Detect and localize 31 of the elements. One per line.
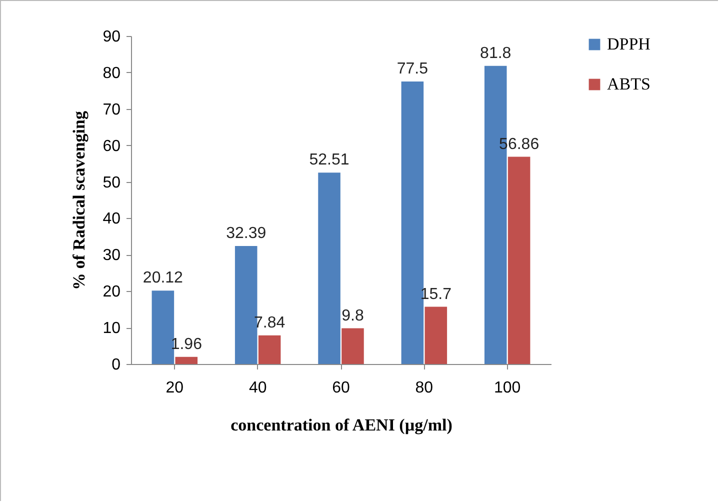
y-tick-label: 50	[102, 174, 121, 192]
y-tick-label: 0	[112, 356, 121, 374]
x-tick-label: 100	[494, 380, 521, 396]
y-tick-label: 10	[102, 320, 121, 338]
data-label: 20.12	[142, 270, 184, 287]
y-tick-label: 60	[102, 138, 121, 155]
y-tick-label: 90	[102, 28, 121, 46]
y-tick-label: 80	[102, 64, 121, 82]
data-label: 9.8	[342, 307, 364, 324]
data-label: 77.5	[396, 60, 428, 78]
y-tick-label: 30	[102, 247, 121, 264]
bar	[258, 335, 281, 364]
y-tick-label: 20	[102, 284, 121, 301]
data-label: 32.39	[226, 224, 266, 242]
data-label: 81.8	[480, 44, 512, 62]
bar	[424, 306, 448, 364]
y-tick-label: 70	[102, 101, 121, 118]
legend-label: ABTS	[607, 74, 650, 94]
x-tick-label: 80	[415, 380, 434, 396]
legend-label: DPPH	[607, 34, 650, 54]
x-axis-title: concentration of AENI (µg/ml)	[230, 416, 452, 434]
bar	[342, 328, 364, 364]
data-label: 52.51	[309, 152, 350, 169]
y-tick-label: 40	[102, 210, 121, 228]
x-tick-label: 40	[248, 380, 267, 396]
y-axis-title: % of Radical scavenging	[70, 110, 89, 290]
bar	[508, 156, 530, 364]
x-tick-label: 20	[166, 380, 184, 396]
bar	[175, 356, 198, 364]
bar	[318, 172, 340, 364]
x-tick-label: 60	[332, 380, 350, 396]
